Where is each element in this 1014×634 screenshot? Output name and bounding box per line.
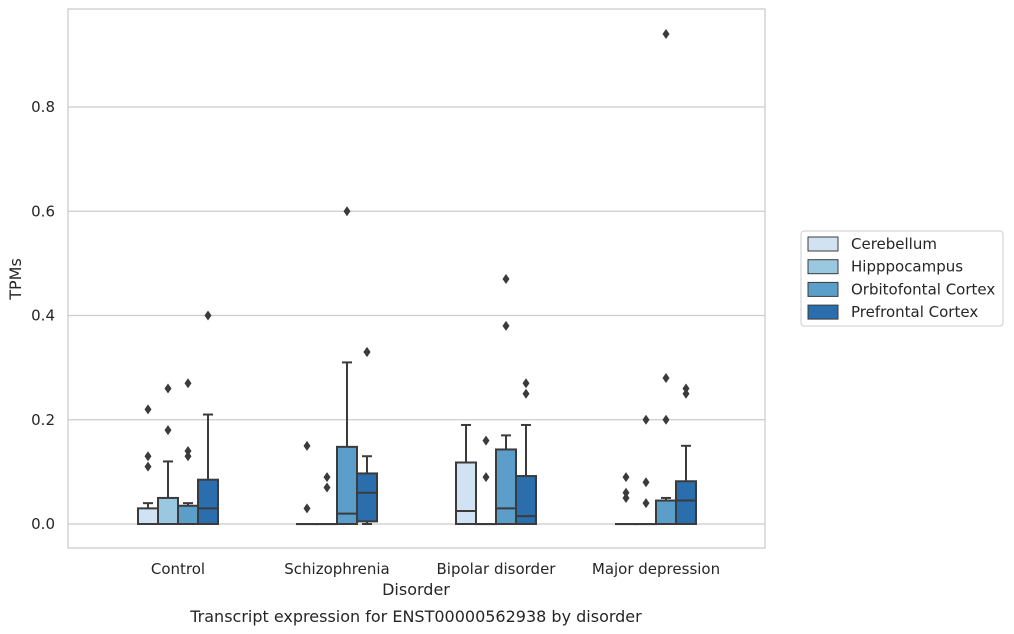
- outlier-point: [662, 29, 670, 40]
- box-1-2: [336, 206, 358, 526]
- legend-swatch: [807, 259, 839, 275]
- x-tick-labels: Control Schizophrenia Bipolar disorder Majo…: [151, 560, 720, 578]
- box-1-0: [296, 440, 318, 526]
- outlier-point: [303, 503, 311, 514]
- y-tick-label: 0.4: [31, 307, 55, 325]
- outlier-point: [642, 477, 650, 488]
- legend-swatch: [807, 281, 839, 297]
- outlier-point: [502, 320, 510, 331]
- legend-items: Cerebellum Hipppocampus Orbitofontal Corte…: [807, 235, 995, 321]
- outlier-point: [184, 446, 192, 457]
- x-axis-label: Disorder: [382, 580, 450, 599]
- box-body: [356, 472, 378, 523]
- box-0-2: [177, 378, 199, 526]
- outlier-point: [502, 274, 510, 285]
- legend-swatch: [807, 236, 839, 252]
- outlier-point: [662, 373, 670, 384]
- box-3-0: [615, 472, 637, 526]
- box-3-2: [655, 29, 677, 526]
- box-body: [137, 507, 159, 525]
- box-body: [515, 475, 537, 526]
- legend: Cerebellum Hipppocampus Orbitofontal Corte…: [800, 230, 1004, 327]
- box-body: [197, 478, 219, 526]
- box-body: [675, 480, 697, 526]
- box-body: [455, 461, 477, 525]
- outlier-point: [482, 472, 490, 483]
- outlier-point: [622, 472, 630, 483]
- box-body: [157, 496, 179, 525]
- box-0-1: [157, 383, 179, 525]
- x-tick-label: Schizophrenia: [284, 560, 389, 578]
- y-tick-label: 0.2: [31, 411, 55, 429]
- plot-frame: [67, 8, 766, 549]
- outlier-point: [144, 451, 152, 462]
- x-tick-label: Major depression: [592, 560, 720, 578]
- y-tick-label: 0.0: [31, 515, 55, 533]
- outlier-point: [522, 378, 530, 389]
- box-2-3: [515, 378, 537, 526]
- outlier-point: [164, 383, 172, 394]
- outlier-point: [323, 472, 331, 483]
- x-tick-label: Bipolar disorder: [437, 560, 557, 578]
- box-0-3: [197, 310, 219, 526]
- box-3-3: [675, 383, 697, 526]
- box-body: [177, 504, 199, 526]
- y-tick-labels: 0.0 0.2 0.4 0.6 0.8: [31, 98, 55, 533]
- outlier-point: [184, 378, 192, 389]
- x-tick-label: Control: [151, 560, 205, 578]
- legend-label: Cerebellum: [851, 235, 937, 253]
- outlier-point: [642, 498, 650, 509]
- outlier-point: [184, 451, 192, 462]
- outlier-point: [622, 492, 630, 503]
- legend-label: Hipppocampus: [851, 258, 963, 276]
- outlier-point: [303, 440, 311, 451]
- outlier-point: [522, 388, 530, 399]
- box-2-2: [495, 274, 517, 525]
- box-body: [655, 499, 677, 526]
- y-tick-label: 0.8: [31, 98, 55, 116]
- outlier-point: [343, 206, 351, 217]
- box-layer: [137, 29, 697, 526]
- legend-label: Orbitofontal Cortex: [851, 280, 995, 298]
- box-1-1: [316, 472, 338, 526]
- box-1-3: [356, 346, 378, 525]
- y-tick-label: 0.6: [31, 202, 55, 220]
- y-axis-label: TPMs: [6, 258, 25, 301]
- box-2-1: [475, 435, 497, 526]
- chart-caption: Transcript expression for ENST0000056293…: [189, 607, 642, 626]
- outlier-point: [642, 414, 650, 425]
- outlier-point: [164, 425, 172, 436]
- outlier-point: [144, 404, 152, 415]
- outlier-point: [482, 435, 490, 446]
- box-body: [495, 448, 517, 525]
- legend-swatch: [807, 304, 839, 320]
- legend-label: Prefrontal Cortex: [851, 303, 978, 321]
- box-3-1: [635, 414, 657, 526]
- outlier-point: [662, 414, 670, 425]
- legend-frame: [800, 230, 1004, 327]
- outlier-point: [682, 388, 690, 399]
- outlier-point: [323, 482, 331, 493]
- outlier-point: [622, 487, 630, 498]
- outlier-point: [204, 310, 212, 321]
- box-0-0: [137, 404, 159, 525]
- outlier-point: [144, 461, 152, 472]
- box-2-0: [455, 423, 477, 525]
- outlier-point: [363, 346, 371, 357]
- box-body: [336, 445, 358, 526]
- outlier-point: [682, 383, 690, 394]
